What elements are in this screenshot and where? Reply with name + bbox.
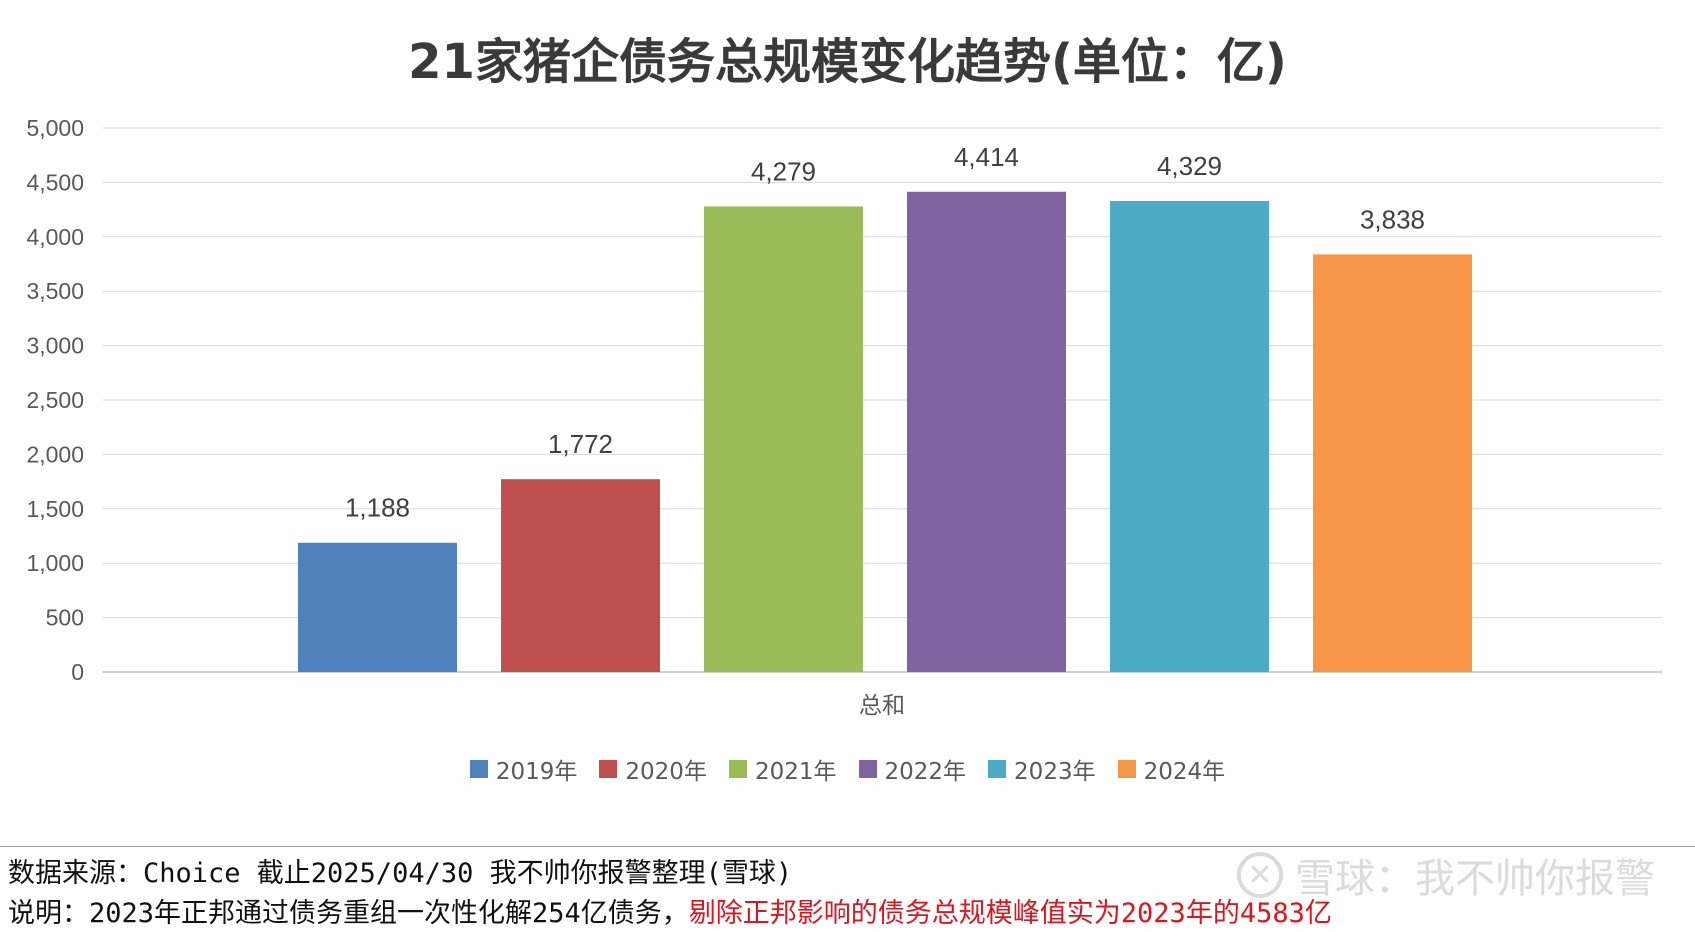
y-tick-label: 0 bbox=[71, 659, 84, 685]
data-label: 4,279 bbox=[751, 156, 816, 186]
data-label: 4,414 bbox=[954, 142, 1019, 172]
legend-label: 2024年 bbox=[1143, 759, 1226, 785]
bar-2022年 bbox=[907, 191, 1066, 672]
y-tick-label: 4,500 bbox=[26, 169, 84, 195]
legend: 2019年 2020年 2021年 2022年 2023年 2024年 bbox=[0, 752, 1695, 786]
y-axis: 0 500 1,000 1,500 2,000 2,500 3,000 3,500 4,000 4… bbox=[26, 115, 84, 685]
legend-label: 2021年 bbox=[754, 759, 837, 785]
legend-swatch bbox=[728, 760, 747, 778]
y-tick-label: 3,000 bbox=[26, 333, 84, 359]
legend-label: 2023年 bbox=[1014, 759, 1096, 785]
legend-swatch bbox=[988, 760, 1007, 778]
explanation-prefix: 说明：2023年正邦通过债务重组一次性化解254亿债务， bbox=[8, 898, 689, 929]
bar-2019年 bbox=[298, 542, 457, 672]
explanation-note: 说明：2023年正邦通过债务重组一次性化解254亿债务，剔除正邦影响的债务总规模… bbox=[8, 891, 1332, 930]
y-tick-label: 2,000 bbox=[26, 441, 84, 467]
legend-item: 2023年 bbox=[988, 752, 1096, 786]
data-label: 4,329 bbox=[1157, 151, 1222, 181]
legend-label: 2020年 bbox=[625, 759, 707, 785]
bars bbox=[298, 191, 1472, 672]
bar-2023年 bbox=[1110, 201, 1269, 672]
bar-2024年 bbox=[1313, 254, 1472, 672]
legend-swatch bbox=[599, 760, 618, 778]
legend-swatch bbox=[1117, 760, 1136, 778]
legend-item: 2021年 bbox=[728, 752, 837, 786]
source-note: 数据来源：Choice 截止2025/04/30 我不帅你报警整理(雪球) bbox=[8, 858, 793, 889]
legend-label: 2019年 bbox=[495, 759, 578, 785]
legend-item: 2024年 bbox=[1117, 752, 1226, 786]
legend-swatch bbox=[858, 760, 877, 778]
bar-2020年 bbox=[501, 479, 660, 672]
y-tick-label: 1,500 bbox=[26, 496, 84, 522]
data-label: 1,772 bbox=[548, 429, 613, 459]
y-tick-label: 500 bbox=[46, 605, 84, 631]
legend-swatch bbox=[469, 760, 488, 778]
legend-item: 2022年 bbox=[858, 752, 967, 786]
y-tick-label: 3,500 bbox=[26, 278, 84, 304]
legend-label: 2022年 bbox=[884, 759, 967, 785]
category-label: 总和 bbox=[859, 693, 905, 719]
data-label: 1,188 bbox=[345, 493, 410, 523]
chart-title: 21家猪企债务总规模变化趋势(单位：亿) bbox=[408, 34, 1287, 90]
y-tick-label: 2,500 bbox=[26, 387, 84, 413]
data-label: 3,838 bbox=[1360, 204, 1425, 234]
watermark-text: 雪球：我不帅你报警 bbox=[1295, 856, 1655, 902]
y-tick-label: 5,000 bbox=[26, 115, 84, 141]
y-tick-label: 1,000 bbox=[26, 550, 84, 576]
bar-2021年 bbox=[704, 206, 863, 672]
data-labels: 1,188 1,772 4,279 4,414 4,329 3,838 bbox=[345, 142, 1425, 523]
explanation-highlight: 剔除正邦影响的债务总规模峰值实为2023年的4583亿 bbox=[688, 898, 1332, 929]
watermark: ✕ 雪球：我不帅你报警 bbox=[1237, 846, 1655, 904]
snowball-logo-icon: ✕ bbox=[1237, 852, 1283, 898]
y-tick-label: 4,000 bbox=[26, 224, 84, 250]
footer: 数据来源：Choice 截止2025/04/30 我不帅你报警整理(雪球) 说明… bbox=[0, 846, 1695, 932]
legend-item: 2020年 bbox=[599, 752, 707, 786]
legend-item: 2019年 bbox=[469, 752, 578, 786]
